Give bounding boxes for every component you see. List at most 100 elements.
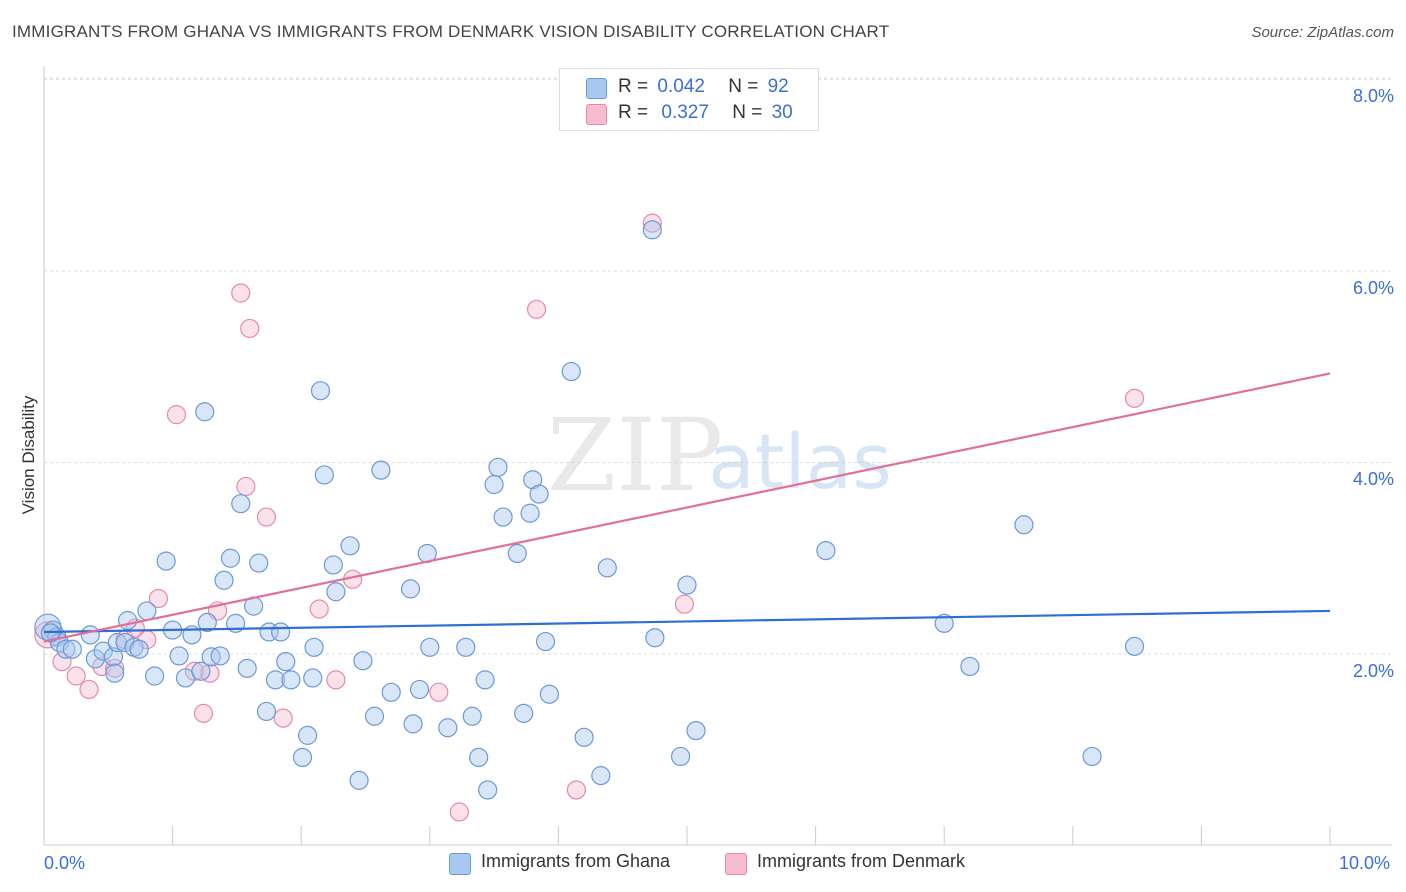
ghana-point: [314, 465, 334, 485]
ghana-point: [281, 670, 301, 690]
y-tick-label: 4.0%: [1352, 469, 1394, 489]
ghana-point: [231, 494, 251, 514]
denmark-point: [273, 708, 293, 728]
denmark-point: [79, 679, 99, 700]
ghana-point: [462, 706, 482, 726]
ghana-point: [364, 706, 385, 726]
ghana-point: [304, 637, 324, 657]
ghana-point: [520, 503, 540, 523]
ghana-point: [934, 613, 954, 633]
denmark-point: [52, 652, 72, 672]
ghana-point: [529, 484, 549, 504]
denmark-point: [449, 802, 469, 822]
denmark-point: [66, 666, 86, 686]
gridlines: [44, 77, 1392, 655]
bottom-legend-ghana: Immigrants from Ghana: [481, 851, 671, 871]
ghana-point: [475, 670, 495, 690]
ghana-point: [403, 714, 423, 734]
ghana-point: [144, 666, 165, 686]
legend-swatch-ghana: [586, 78, 607, 99]
ghana-point: [420, 637, 440, 657]
ghana-point: [349, 770, 369, 790]
ghana-point: [62, 639, 82, 659]
ghana-point: [816, 540, 836, 561]
ghana-point: [507, 543, 527, 564]
denmark-point: [148, 588, 169, 609]
denmark-trend-line: [43, 372, 1331, 643]
watermark-zip: ZIP: [547, 397, 723, 514]
watermark-atlas: atlas: [708, 417, 892, 506]
ghana-point: [677, 575, 697, 595]
ghana-point: [298, 725, 318, 745]
ghana-point: [256, 701, 277, 722]
ghana-point: [670, 746, 691, 767]
stats-legend: R = 0.042 N = 92 R = 0.327 N = 30: [559, 68, 819, 131]
ghana-point: [249, 553, 269, 573]
legend-r-value: 0.042: [657, 76, 705, 97]
ghana-point: [93, 641, 113, 661]
denmark-point: [309, 599, 329, 619]
denmark-point: [566, 780, 587, 800]
x-tick-label: 0.0%: [44, 853, 86, 873]
ghana-point: [469, 747, 489, 768]
ghana-point: [310, 381, 331, 401]
axes: [43, 66, 1392, 846]
denmark-point: [193, 703, 214, 723]
denmark-point: [240, 318, 260, 339]
ghana-point: [56, 639, 76, 659]
ghana-point: [478, 780, 498, 800]
ghana-point: [686, 720, 706, 741]
ghana-point: [323, 555, 343, 575]
legend-r-value: 0.327: [661, 102, 709, 123]
ghana-point: [409, 679, 430, 700]
denmark-point: [231, 283, 251, 303]
ghana-point: [214, 570, 234, 590]
ghana-point: [137, 601, 157, 621]
ghana-point: [191, 661, 211, 681]
x-tick-label: 10.0%: [1339, 853, 1391, 873]
denmark-point: [429, 682, 449, 702]
legend-row-ghana: R = 0.042 N = 92: [618, 76, 789, 97]
ghana-point: [960, 656, 980, 677]
bottom-legend-swatch-denmark: [725, 853, 747, 875]
denmark-point: [642, 213, 662, 233]
ghana-point: [276, 652, 296, 672]
ghana-point: [493, 507, 513, 527]
denmark-point: [236, 476, 256, 497]
ghana-point: [237, 658, 257, 678]
y-tick-label: 6.0%: [1352, 278, 1394, 298]
ghana-point: [597, 558, 617, 578]
ghana-point: [539, 684, 559, 704]
ghana-point: [326, 582, 346, 602]
ghana-point: [574, 727, 594, 747]
ghana-point: [210, 646, 230, 666]
ghana-point: [353, 651, 373, 671]
ghana-point: [523, 470, 543, 490]
ghana-point: [156, 551, 176, 571]
ghana-point: [265, 670, 286, 690]
ghana-point: [456, 637, 476, 657]
ghana-trend-line: [43, 609, 1331, 634]
ghana-point: [642, 220, 662, 240]
denmark-point: [1124, 388, 1145, 408]
ghana-point: [438, 718, 458, 738]
ghana-point: [484, 474, 504, 495]
ghana-point: [371, 460, 391, 480]
legend-n-value: 30: [771, 102, 793, 123]
bottom-legend-swatch-ghana: [449, 853, 471, 875]
denmark-point: [166, 405, 187, 425]
ghana-point: [340, 536, 360, 556]
legend-row-denmark: R = 0.327 N = 30: [618, 102, 793, 123]
ghana-point: [514, 703, 534, 723]
ghana-point: [220, 548, 241, 568]
ghana-point: [488, 457, 508, 477]
y-tick-label: 8.0%: [1352, 86, 1394, 106]
ghana-point: [381, 682, 401, 702]
ghana-point: [105, 663, 125, 683]
legend-n-value: 92: [767, 76, 789, 97]
ghana-point: [645, 628, 665, 648]
denmark-point: [526, 299, 547, 319]
trend-lines: [43, 372, 1331, 643]
denmark-point: [674, 594, 695, 614]
